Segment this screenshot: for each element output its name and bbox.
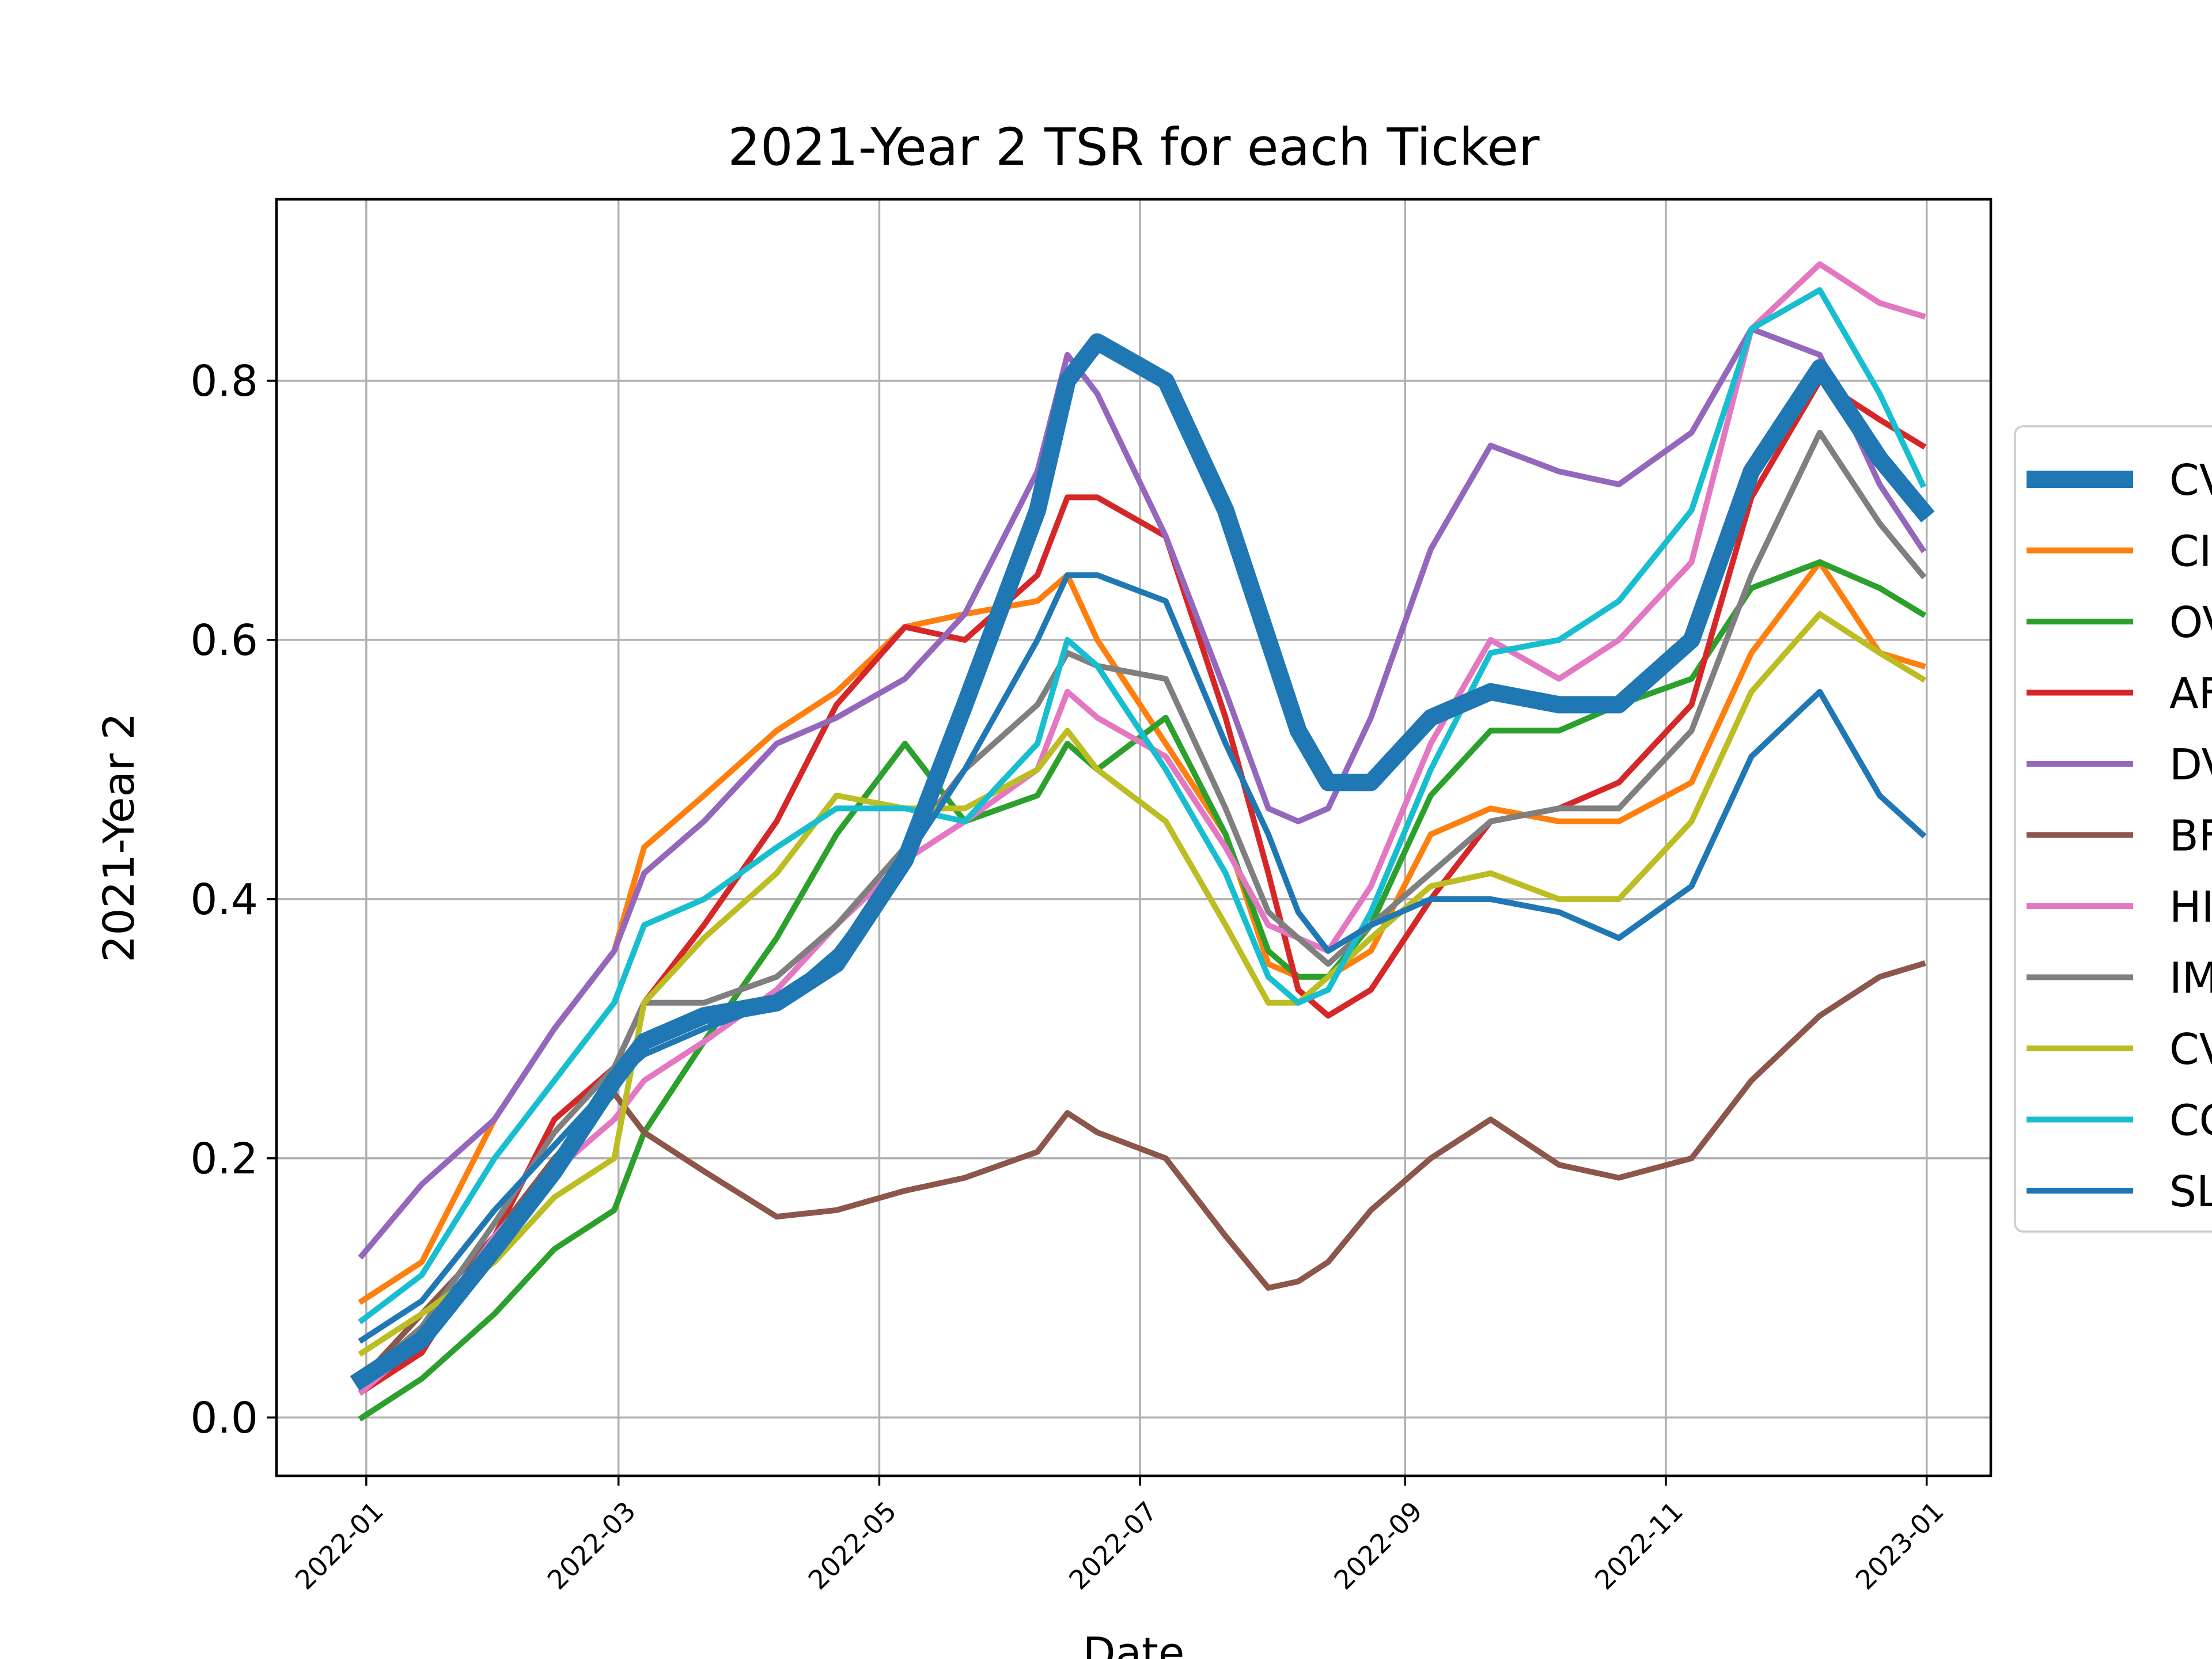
series-line-6-bf: [358, 960, 1926, 1383]
series-line-7-hi: [358, 261, 1926, 1396]
y-tick-label: 0.2: [190, 1134, 258, 1184]
legend-entry-label: BF: [2169, 812, 2212, 861]
y-tick-label: 0.4: [190, 875, 258, 925]
legend-entry-label: HI: [2169, 882, 2212, 932]
legend-entry-label: AF: [2169, 669, 2212, 719]
legend-entry-label: OV: [2169, 598, 2212, 647]
plot-frame: [275, 198, 1993, 1478]
chart-title: 2021-Year 2 TSR for each Ticker: [728, 117, 1540, 177]
y-tick-label: 0.8: [190, 357, 258, 406]
x-axis-label: Date: [1083, 1628, 1185, 1659]
series-line-5-dv: [358, 326, 1927, 1260]
series-line-2-ci: [358, 559, 1926, 1305]
y-axis-label: 2021-Year 2: [94, 713, 144, 963]
y-axis: 0.0 0.2 0.4 0.6 0.8: [190, 357, 276, 1443]
series-lines: [350, 261, 1935, 1422]
legend-entry-label: IM: [2169, 954, 2212, 1003]
legend: CV CI OV AF DV BF HI IM CV CC SL: [2014, 425, 2212, 1233]
y-tick-label: 0.6: [190, 616, 258, 665]
legend-box: [2014, 425, 2212, 1233]
legend-entry-label: CI: [2169, 527, 2212, 577]
y-tick-label: 0.0: [190, 1393, 258, 1443]
legend-entry-label: CV: [2169, 456, 2212, 505]
legend-entry-label: CC: [2169, 1096, 2212, 1146]
legend-entry-label: SL: [2169, 1167, 2212, 1217]
series-line-10-cc: [358, 287, 1926, 1325]
series-line-3-ov: [358, 559, 1927, 1422]
legend-entry-label: CV: [2169, 1025, 2212, 1074]
series-line-1-cv: [350, 333, 1935, 1391]
series-line-8-im: [358, 430, 1927, 1383]
legend-entry-label: DV: [2169, 740, 2212, 790]
